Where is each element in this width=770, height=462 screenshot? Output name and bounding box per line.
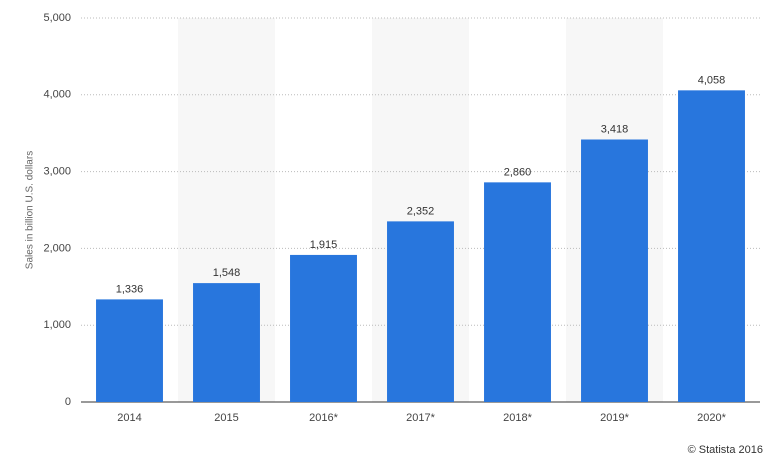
y-tick-label: 4,000 (43, 89, 71, 101)
bar (193, 283, 260, 402)
x-tick-label: 2020* (697, 412, 726, 424)
y-axis-title: Sales in billion U.S. dollars (25, 151, 36, 269)
x-tick-label: 2019* (600, 412, 629, 424)
value-label: 1,336 (116, 283, 144, 295)
y-tick-label: 3,000 (43, 166, 71, 178)
y-tick-label: 5,000 (43, 12, 71, 24)
bar (581, 139, 648, 402)
x-tick-label: 2014 (117, 412, 141, 424)
x-tick-label: 2015 (214, 412, 238, 424)
value-label: 1,548 (213, 267, 241, 279)
value-label: 2,352 (407, 205, 435, 217)
bar (96, 299, 163, 402)
credit: © Statista 2016 (688, 444, 763, 456)
y-tick-label: 0 (65, 396, 71, 408)
x-tick-label: 2018* (503, 412, 532, 424)
bar (678, 90, 745, 403)
value-label: 4,058 (698, 74, 726, 86)
y-tick-label: 1,000 (43, 319, 71, 331)
value-label: 2,860 (504, 166, 532, 178)
x-tick-label: 2017* (406, 412, 435, 424)
x-tick-label: 2016* (309, 412, 338, 424)
bar (484, 182, 551, 402)
value-label: 3,418 (601, 123, 629, 135)
value-label: 1,915 (310, 239, 338, 251)
bar (290, 254, 357, 402)
bar (387, 221, 454, 402)
y-tick-label: 2,000 (43, 242, 71, 254)
